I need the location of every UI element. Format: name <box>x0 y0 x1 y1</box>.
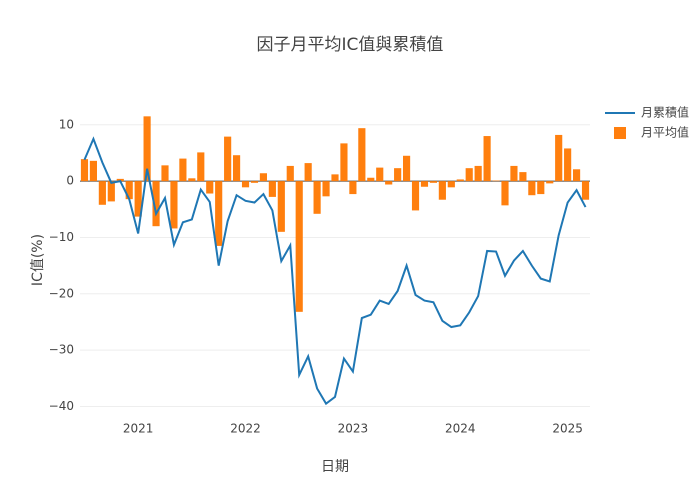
bar <box>447 181 455 188</box>
bar <box>474 165 482 182</box>
bar <box>367 177 375 182</box>
bar <box>224 136 232 182</box>
bar <box>546 181 554 184</box>
chart-title: 因子月平均IC值與累積值 <box>257 35 444 55</box>
bar <box>152 181 160 227</box>
bar <box>116 178 124 182</box>
bar <box>519 172 527 182</box>
x-tick-label: 2024 <box>445 422 476 436</box>
bar <box>215 181 223 246</box>
legend-label: 月平均值 <box>641 125 689 140</box>
bar <box>331 174 339 182</box>
bar <box>197 152 205 182</box>
bar <box>376 167 384 182</box>
bar <box>573 169 581 182</box>
bar <box>394 168 402 182</box>
bar <box>340 143 348 182</box>
bar <box>349 181 357 195</box>
bar <box>483 136 491 182</box>
bar <box>313 181 321 214</box>
y-tick-label: −10 <box>49 230 74 244</box>
y-axis-title: IC值(%) <box>30 234 46 286</box>
bar <box>143 116 151 182</box>
x-axis-title: 日期 <box>321 459 349 475</box>
bar <box>581 181 590 200</box>
bar <box>107 181 115 202</box>
bar <box>250 181 259 183</box>
bar <box>286 165 294 182</box>
bar <box>188 178 196 182</box>
bar <box>528 181 536 196</box>
bar <box>322 181 330 197</box>
bar <box>295 181 303 312</box>
bar <box>134 181 142 217</box>
bar <box>385 181 393 185</box>
bar <box>179 158 187 182</box>
bar <box>206 181 214 194</box>
bar <box>555 134 563 182</box>
x-tick-label: 2022 <box>230 422 261 436</box>
bar <box>98 181 106 205</box>
bar <box>233 155 241 182</box>
x-tick-label: 2023 <box>338 422 369 436</box>
bar <box>420 181 429 187</box>
bar <box>564 148 572 182</box>
bar <box>411 181 420 211</box>
bar <box>492 180 500 182</box>
y-tick-label: −30 <box>49 343 74 357</box>
bar <box>465 168 473 182</box>
y-tick-label: 0 <box>66 174 74 188</box>
bar <box>403 155 411 182</box>
line <box>83 136 587 406</box>
bar <box>456 179 464 182</box>
bar <box>259 173 267 182</box>
bar <box>537 181 545 195</box>
legend-swatch <box>614 127 626 139</box>
bar <box>501 181 509 206</box>
bar <box>438 181 446 200</box>
x-tick-label: 2021 <box>123 422 154 436</box>
bar <box>161 165 169 182</box>
bar <box>125 181 133 200</box>
bar <box>89 160 97 182</box>
bar <box>170 181 178 229</box>
bar <box>277 181 285 232</box>
bar <box>80 159 89 182</box>
x-tick-label: 2025 <box>552 422 583 436</box>
bar <box>241 181 250 188</box>
bar <box>304 163 312 182</box>
bar <box>510 165 518 182</box>
y-tick-label: −40 <box>49 399 74 413</box>
legend-label: 月累積值 <box>641 105 689 120</box>
bar <box>268 181 276 197</box>
bar <box>429 181 437 183</box>
y-tick-label: 10 <box>59 117 74 131</box>
y-tick-label: −20 <box>49 286 74 300</box>
bar <box>358 128 366 182</box>
